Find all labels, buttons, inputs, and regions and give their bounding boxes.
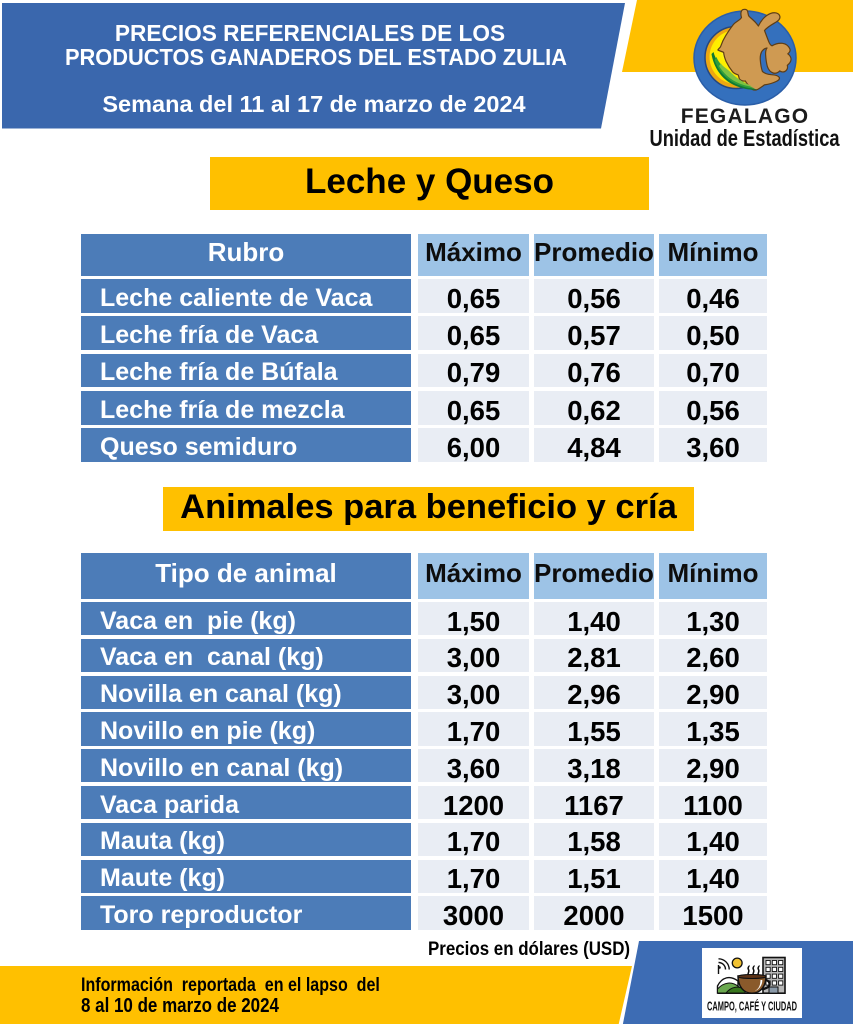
svg-text:CAMPO, CAFÉ Y CIUDAD: CAMPO, CAFÉ Y CIUDAD <box>707 999 797 1014</box>
